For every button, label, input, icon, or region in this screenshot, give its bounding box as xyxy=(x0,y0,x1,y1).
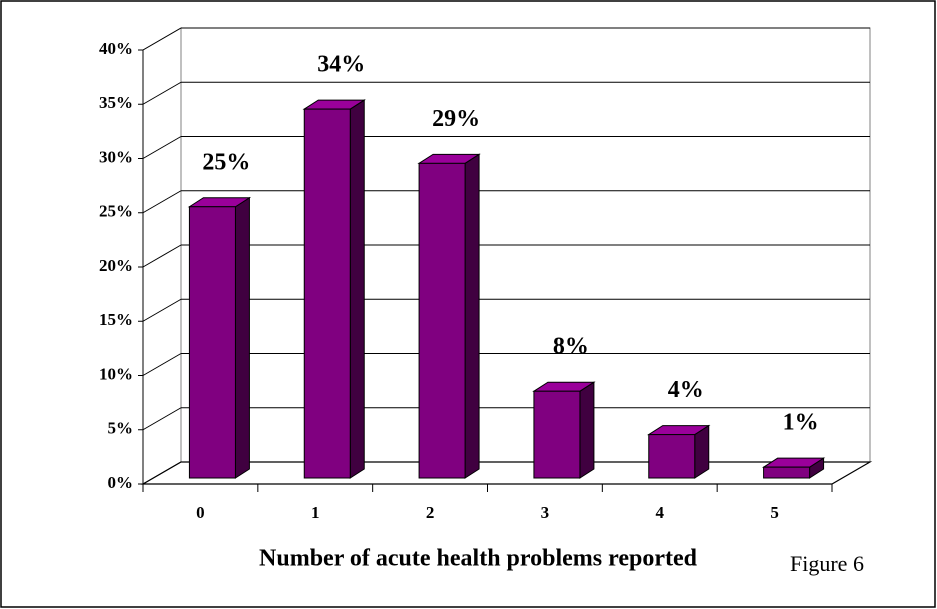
data-label: 29% xyxy=(432,106,480,132)
x-tick-label: 4 xyxy=(656,503,665,522)
grid-line xyxy=(142,81,182,105)
x-tick-label: 2 xyxy=(426,503,435,522)
bar xyxy=(533,390,581,479)
bar-side xyxy=(234,196,250,479)
grid-line xyxy=(142,27,182,51)
y-tick-label: 20% xyxy=(99,256,133,275)
x-tick-label: 0 xyxy=(196,503,205,522)
x-tick-label: 1 xyxy=(311,503,320,522)
data-label: 8% xyxy=(553,334,589,360)
grid-line xyxy=(142,353,182,376)
data-label: 25% xyxy=(202,149,250,175)
y-tick-label: 10% xyxy=(99,364,133,383)
y-tick-label: 0% xyxy=(108,473,134,492)
x-tick-label: 3 xyxy=(541,503,550,522)
grid-line xyxy=(142,298,182,322)
grid-line xyxy=(142,244,182,268)
annotation: Figure 6 xyxy=(790,551,864,576)
floor xyxy=(140,461,873,485)
bar xyxy=(763,466,811,479)
y-tick-label: 35% xyxy=(99,93,133,112)
bar-side xyxy=(464,153,480,479)
data-label: 34% xyxy=(317,52,365,78)
x-axis-title: Number of acute health problems reported xyxy=(259,546,698,572)
grid-line xyxy=(142,190,182,214)
grid-line xyxy=(142,461,182,485)
y-tick-label: 30% xyxy=(99,147,133,166)
bar xyxy=(303,108,351,479)
y-tick-label: 25% xyxy=(99,202,133,221)
grid-line xyxy=(142,136,182,159)
data-label: 4% xyxy=(668,377,704,403)
x-tick-label: 5 xyxy=(770,503,779,522)
y-tick-label: 15% xyxy=(99,310,133,329)
bar xyxy=(648,434,696,479)
grid-line xyxy=(142,407,182,431)
bar-side xyxy=(349,99,365,479)
bar xyxy=(418,162,466,479)
y-tick-label: 5% xyxy=(108,419,134,438)
y-tick-label: 40% xyxy=(99,39,133,58)
bar-side xyxy=(579,381,595,479)
data-label: 1% xyxy=(783,410,819,436)
bar xyxy=(188,206,236,479)
